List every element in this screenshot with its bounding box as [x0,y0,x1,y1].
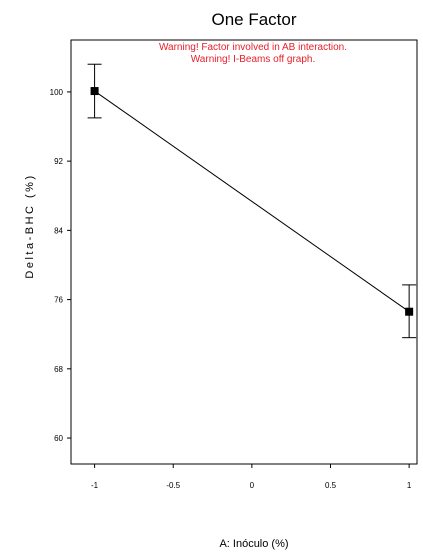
data-point [405,307,414,316]
plot-frame [70,39,418,465]
warning-annotation-1: Warning! Factor involved in AB interacti… [159,42,347,53]
plot-marks [87,63,417,339]
chart-title: One Factor [211,10,296,29]
x-axis-label: A: Inóculo (%) [219,538,288,550]
y-tick-label: 100 [50,88,64,97]
x-tick-label: -0.5 [166,481,180,490]
y-tick-label: 60 [54,434,63,443]
x-tick-label: 0 [250,481,255,490]
data-point [90,87,99,96]
x-tick-label: 0.5 [325,481,337,490]
y-tick-label: 84 [54,226,63,235]
warning-annotation-2: Warning! I-Beams off graph. [191,54,316,65]
y-tick-label: 92 [54,157,63,166]
x-axis: -1 -0.5 0 0.5 1 [91,464,412,490]
x-tick-label: -1 [91,481,99,490]
y-axis-label: Delta-BHC (%) [24,173,36,278]
series-line [94,90,410,313]
y-tick-label: 76 [54,296,63,305]
y-tick-label: 68 [54,365,63,374]
y-axis: 60 68 76 84 92 100 [50,88,71,443]
x-tick-label: 1 [407,481,412,490]
